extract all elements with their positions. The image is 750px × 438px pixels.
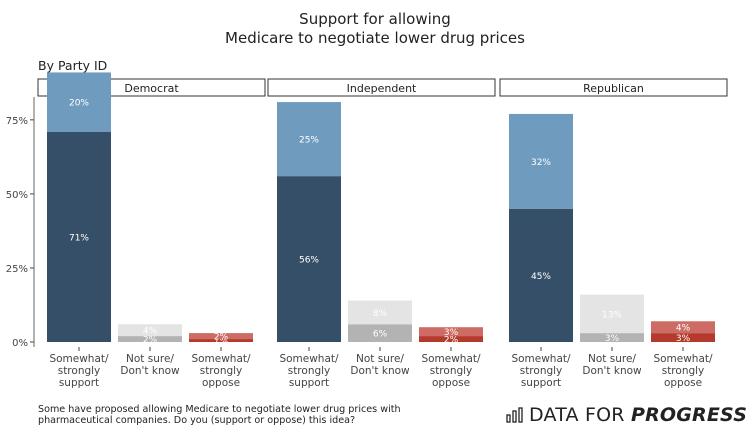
x-tick-label: Somewhat/ [191, 353, 251, 365]
x-tick-label: support [521, 377, 561, 389]
data-label: 20% [69, 99, 89, 109]
y-tick-label: 75% [6, 116, 28, 127]
x-tick-label: Somewhat/ [653, 353, 713, 365]
bar-segment [651, 333, 715, 342]
x-tick-label: strongly [520, 365, 563, 377]
panel-label: Independent [347, 82, 417, 95]
y-tick-label: 50% [6, 190, 28, 201]
data-label: 3% [676, 334, 691, 344]
bar-segment [580, 294, 644, 334]
brand-wordmark: DATA FOR PROGRESS [529, 404, 747, 426]
data-label: 71% [69, 233, 89, 243]
data-label: 8% [373, 309, 388, 319]
x-tick-label: Somewhat/ [421, 353, 481, 365]
bar-segment [419, 327, 483, 337]
bar-segment [47, 72, 111, 132]
data-label: 13% [602, 310, 622, 320]
data-label: 56% [299, 256, 319, 266]
chart-subtitle: By Party ID [38, 58, 108, 73]
data-label: 6% [373, 330, 388, 340]
x-tick-label: Not sure/ [356, 353, 404, 365]
bar-segment [348, 300, 412, 325]
x-tick-label: support [59, 377, 99, 389]
bar-segment [118, 336, 182, 342]
data-label: 2% [214, 333, 229, 343]
x-tick-label: Somewhat/ [49, 353, 109, 365]
data-label: 32% [531, 158, 551, 168]
data-label: 45% [531, 272, 551, 282]
bar-chart-icon [506, 407, 523, 423]
bar-segment [118, 324, 182, 337]
chart-title-line-1: Support for allowing [299, 10, 451, 28]
survey-question-footnote: Some have proposed allowing Medicare to … [38, 404, 401, 426]
panel-label: Republican [583, 82, 644, 95]
panel-strip [499, 78, 728, 97]
brand-emphasis: PROGRESS [630, 404, 748, 426]
brand-logo: DATA FOR PROGRESS [506, 404, 747, 426]
data-label: 2% [143, 336, 158, 346]
bar-segment [348, 324, 412, 342]
x-tick-label: oppose [432, 377, 470, 389]
x-tick-label: Not sure/ [126, 353, 174, 365]
panel-label: Democrat [124, 82, 179, 95]
bar-segment [509, 208, 573, 342]
x-tick-label: strongly [58, 365, 101, 377]
y-tick-label: 25% [6, 264, 28, 275]
bar-segment [277, 102, 341, 177]
x-tick-label: strongly [288, 365, 331, 377]
x-tick-label: strongly [200, 365, 243, 377]
faceted-bar-chart: 0% 25% 50% 75% Democrat 71% 20% Somewhat/strong… [6, 72, 728, 389]
bar-segment [651, 321, 715, 334]
x-tick-label: oppose [664, 377, 702, 389]
panel-strip [267, 78, 496, 97]
x-tick-label: Not sure/ [588, 353, 636, 365]
data-label: 2% [444, 336, 459, 346]
x-tick-label: oppose [202, 377, 240, 389]
chart-title-line-2: Medicare to negotiate lower drug prices [225, 29, 525, 47]
bar-segment [189, 333, 253, 340]
data-label: 1% [214, 337, 229, 347]
x-tick-label: support [289, 377, 329, 389]
data-label: 3% [605, 334, 620, 344]
x-tick-label: strongly [430, 365, 473, 377]
data-label: 25% [299, 136, 319, 146]
x-tick-label: Don't know [582, 365, 642, 377]
y-tick-label: 0% [12, 338, 28, 349]
bar-segment [47, 131, 111, 342]
x-tick-label: strongly [662, 365, 705, 377]
bar-segment [509, 113, 573, 209]
data-label: 3% [444, 328, 459, 338]
bar-segment [580, 333, 644, 342]
data-label: 4% [676, 324, 691, 334]
x-tick-label: Don't know [350, 365, 410, 377]
bar-segment [189, 339, 253, 342]
x-tick-label: Somewhat/ [279, 353, 339, 365]
brand-prefix: DATA FOR [529, 404, 625, 426]
x-tick-label: Don't know [120, 365, 180, 377]
bar-segment [277, 176, 341, 342]
x-tick-label: Somewhat/ [511, 353, 571, 365]
data-label: 4% [143, 327, 158, 337]
bar-segment [419, 336, 483, 342]
